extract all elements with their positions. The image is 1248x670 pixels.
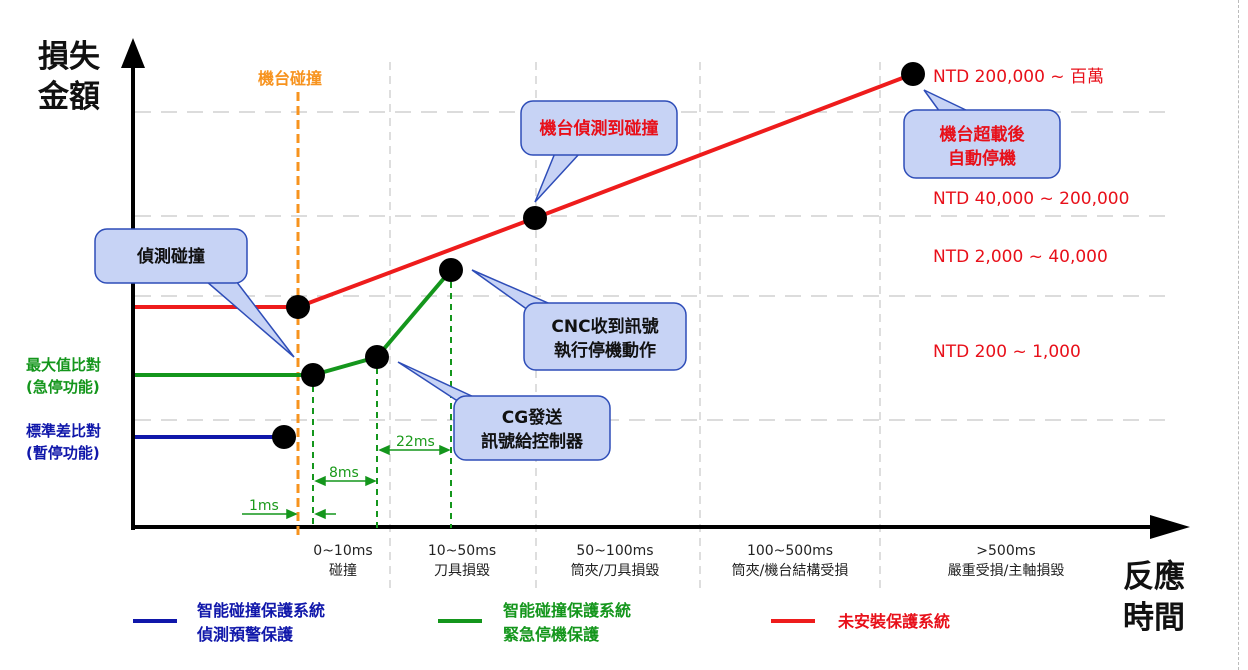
callout-overload: 機台超載後 自動停機 [903, 89, 1061, 179]
legend-blue-line1: 智能碰撞保護系統 [197, 601, 325, 620]
loss-level-3: NTD 2,000 ~ 40,000 [933, 247, 1108, 267]
point-cg-send [365, 345, 389, 369]
callout-cnc-line1: CNC收到訊號 [551, 316, 658, 337]
max-compare-label-line2: (急停功能) [26, 378, 100, 396]
collision-marker-label: 機台碰撞 [258, 69, 322, 88]
x-axis-arrowhead [1150, 515, 1190, 539]
interval-arrows [242, 444, 451, 520]
event-points [272, 62, 925, 449]
point-green-start [301, 363, 325, 387]
legend-blue-line2: 偵測預警保護 [196, 625, 294, 644]
loss-level-4: NTD 200 ~ 1,000 [933, 342, 1081, 362]
callout-machine-detect: 機台偵測到碰撞 [520, 100, 678, 203]
time-band-5-range: >500ms [976, 543, 1035, 559]
interval-label-8ms: 8ms [329, 465, 359, 481]
interval-label-1ms: 1ms [249, 498, 279, 514]
callout-cnc-line2: 執行停機動作 [554, 340, 656, 361]
callout-overload-line2: 自動停機 [948, 148, 1016, 169]
legend-green-line1: 智能碰撞保護系統 [503, 601, 631, 620]
time-band-4-range: 100~500ms [747, 543, 833, 559]
time-band-3-desc: 筒夾/刀具損毀 [571, 562, 660, 579]
time-band-5-desc: 嚴重受損/主軸損毀 [948, 563, 1065, 579]
loss-level-1: NTD 200,000 ~ 百萬 [933, 67, 1104, 87]
callout-detect-collision: 偵測碰撞 [94, 228, 295, 358]
point-machine-detect [523, 206, 547, 230]
x-axis-title-line2: 時間 [1123, 600, 1185, 636]
time-band-2-desc: 刀具損毀 [434, 563, 490, 579]
emergency-stop-line [135, 268, 453, 377]
legend-green-line2: 緊急停機保護 [503, 625, 600, 644]
time-band-4-desc: 筒夾/機台結構受損 [732, 562, 849, 579]
point-cnc-receive [439, 258, 463, 282]
std-compare-label-line1: 標準差比對 [26, 422, 101, 440]
time-band-1-range: 0~10ms [313, 543, 372, 559]
callout-cg: CG發送 訊號給控制器 [397, 361, 611, 461]
callout-cg-line2: 訊號給控制器 [481, 431, 584, 452]
point-red-start [286, 295, 310, 319]
callout-cnc: CNC收到訊號 執行停機動作 [471, 269, 687, 371]
loss-line-unprotected [135, 72, 914, 309]
green-timing-lines [312, 282, 452, 528]
std-compare-label-line2: (暫停功能) [26, 444, 100, 462]
right-border [1238, 0, 1239, 670]
point-blue-end [272, 425, 296, 449]
y-axis-arrowhead [121, 38, 145, 68]
y-axis-title-line2: 金額 [37, 79, 100, 115]
legend: 智能碰撞保護系統 偵測預警保護 智能碰撞保護系統 緊急停機保護 未安裝保護系統 [133, 601, 950, 644]
x-axis-title-line1: 反應 [1123, 559, 1185, 595]
time-band-2-range: 10~50ms [428, 543, 496, 559]
loss-level-2: NTD 40,000 ~ 200,000 [933, 189, 1129, 209]
point-overload [901, 62, 925, 86]
max-compare-label-line1: 最大值比對 [26, 356, 101, 374]
callout-machine-detect-text: 機台偵測到碰撞 [540, 118, 659, 139]
interval-label-22ms: 22ms [396, 434, 435, 450]
legend-red-line1: 未安裝保護系統 [837, 612, 950, 631]
callout-overload-line1: 機台超載後 [940, 124, 1026, 145]
y-axis-title-line1: 損失 [38, 39, 101, 75]
time-band-1-desc: 碰撞 [329, 563, 357, 579]
callout-detect-text: 偵測碰撞 [136, 246, 205, 267]
time-band-3-range: 50~100ms [576, 543, 653, 559]
callout-cg-line1: CG發送 [502, 407, 563, 428]
